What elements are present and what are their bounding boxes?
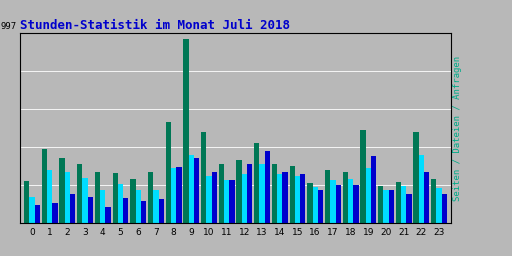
Bar	[307, 183, 312, 223]
Bar	[95, 172, 100, 223]
Bar	[82, 178, 88, 223]
Bar	[312, 187, 318, 223]
Bar	[378, 186, 383, 223]
Bar	[401, 186, 407, 223]
Bar	[47, 170, 52, 223]
Bar	[59, 158, 65, 223]
Bar	[123, 198, 129, 223]
Bar	[118, 184, 123, 223]
Bar	[424, 172, 430, 223]
Bar	[396, 182, 401, 223]
Bar	[176, 167, 182, 223]
Bar	[289, 166, 295, 223]
Bar	[325, 170, 330, 223]
Bar	[52, 203, 58, 223]
Bar	[224, 180, 229, 223]
Bar	[41, 149, 47, 223]
Bar	[24, 181, 29, 223]
Bar	[442, 194, 447, 223]
Bar	[371, 156, 376, 223]
Bar	[419, 155, 424, 223]
Text: Stunden-Statistik im Monat Juli 2018: Stunden-Statistik im Monat Juli 2018	[20, 19, 290, 32]
Bar	[70, 194, 75, 223]
Bar	[77, 164, 82, 223]
Bar	[283, 172, 288, 223]
Bar	[100, 189, 105, 223]
Bar	[65, 172, 70, 223]
Bar	[165, 122, 171, 223]
Bar	[136, 189, 141, 223]
Bar	[35, 205, 40, 223]
Bar	[254, 143, 260, 223]
Bar	[188, 155, 194, 223]
Bar	[159, 199, 164, 223]
Bar	[383, 189, 389, 223]
Bar	[272, 164, 277, 223]
Bar	[436, 188, 442, 223]
Bar	[247, 164, 252, 223]
Bar	[277, 174, 283, 223]
Bar	[194, 158, 199, 223]
Bar	[130, 179, 136, 223]
Bar	[335, 185, 341, 223]
Bar	[265, 151, 270, 223]
Bar	[88, 197, 93, 223]
Bar	[171, 168, 176, 223]
Bar	[295, 176, 300, 223]
Bar	[153, 189, 159, 223]
Bar	[113, 173, 118, 223]
Bar	[206, 176, 211, 223]
Text: 997: 997	[0, 22, 16, 31]
Bar	[242, 174, 247, 223]
Bar	[353, 185, 358, 223]
Y-axis label: Seiten / Dateien / Anfragen: Seiten / Dateien / Anfragen	[453, 56, 462, 200]
Bar	[211, 172, 217, 223]
Bar	[360, 130, 366, 223]
Bar	[300, 174, 306, 223]
Bar	[389, 189, 394, 223]
Bar	[237, 160, 242, 223]
Bar	[229, 180, 234, 223]
Bar	[141, 201, 146, 223]
Bar	[29, 197, 35, 223]
Bar	[343, 172, 348, 223]
Bar	[431, 179, 436, 223]
Bar	[260, 164, 265, 223]
Bar	[413, 132, 419, 223]
Bar	[330, 180, 335, 223]
Bar	[318, 189, 323, 223]
Bar	[407, 194, 412, 223]
Bar	[348, 179, 353, 223]
Bar	[105, 207, 111, 223]
Bar	[366, 168, 371, 223]
Bar	[148, 172, 153, 223]
Bar	[219, 164, 224, 223]
Bar	[183, 39, 188, 223]
Bar	[201, 132, 206, 223]
